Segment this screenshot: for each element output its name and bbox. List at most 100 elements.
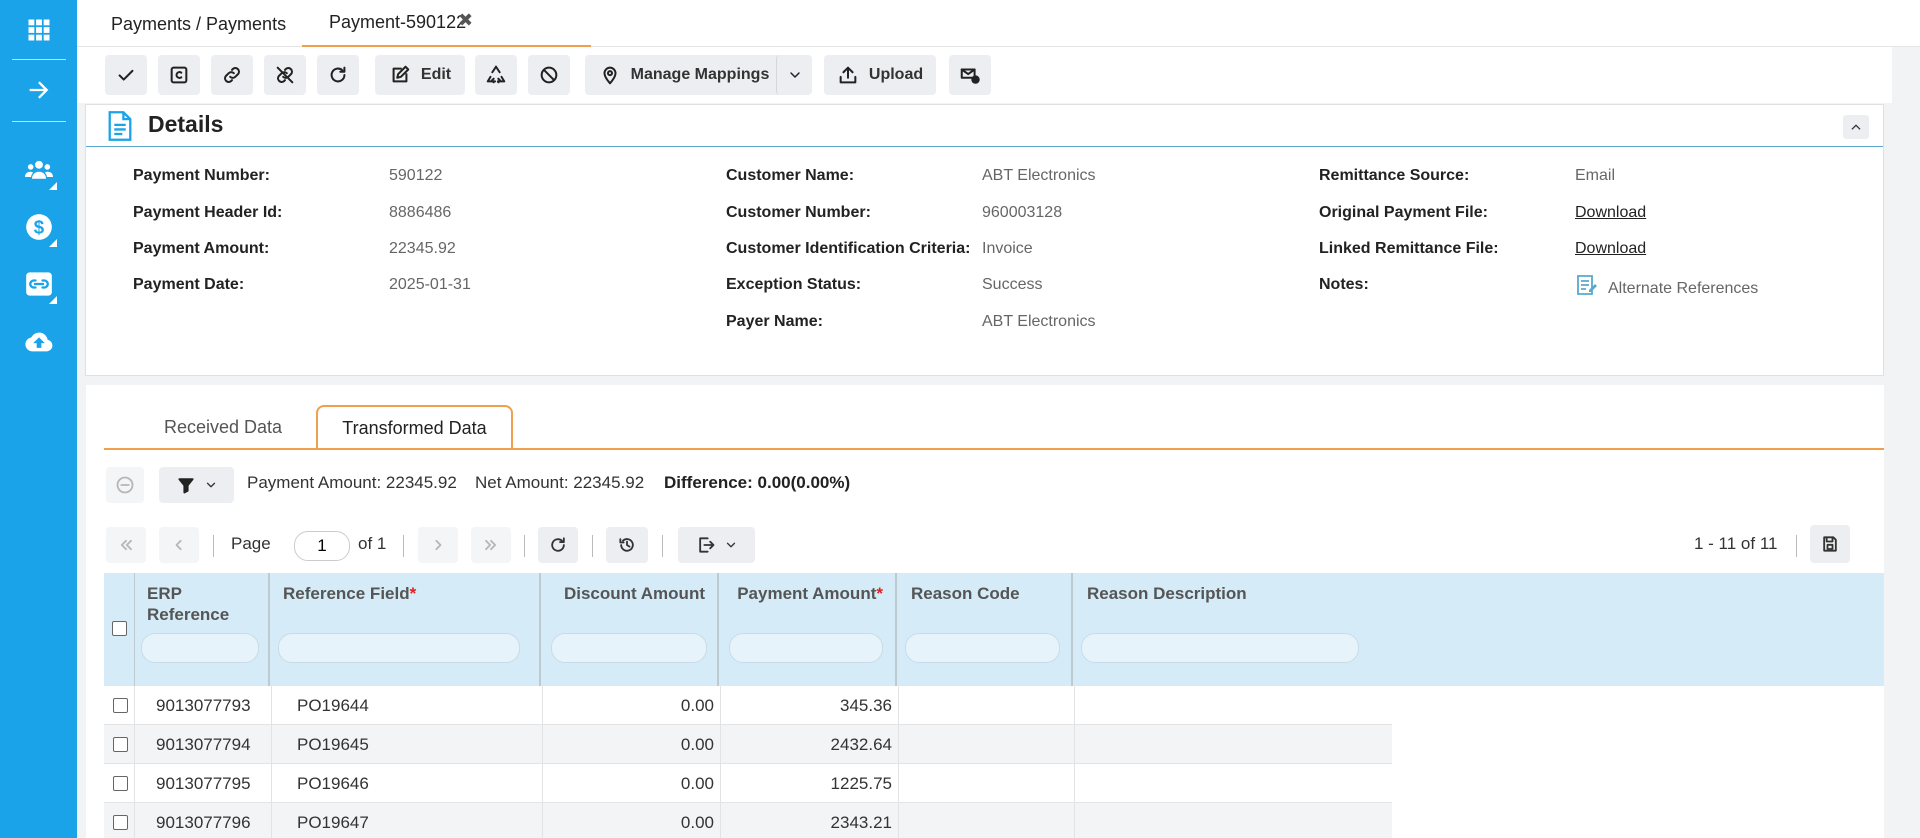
discount-amount-filter[interactable] bbox=[551, 633, 707, 663]
data-panel: Received Data Transformed Data Payment A… bbox=[86, 385, 1884, 838]
chevrons-right-icon bbox=[485, 539, 497, 551]
reference-field-filter[interactable] bbox=[278, 633, 520, 663]
mail-icon bbox=[960, 68, 980, 84]
notes-icon[interactable] bbox=[1575, 273, 1599, 297]
unlink-button[interactable] bbox=[264, 55, 306, 95]
column-payment-amount[interactable]: Payment Amount* bbox=[721, 573, 897, 686]
cell-divider bbox=[134, 686, 135, 725]
next-page-button[interactable] bbox=[418, 527, 458, 563]
last-page-button[interactable] bbox=[471, 527, 511, 563]
page-label: Page bbox=[231, 534, 271, 553]
row-checkbox[interactable] bbox=[113, 737, 128, 752]
edit-button[interactable]: Edit bbox=[375, 55, 465, 95]
link-button[interactable] bbox=[211, 55, 253, 95]
alternate-references-link[interactable]: Alternate References bbox=[1608, 280, 1759, 297]
manage-mappings-button[interactable]: Manage Mappings bbox=[585, 55, 783, 95]
discount-amount-cell: 0.00 bbox=[543, 803, 721, 838]
row-checkbox[interactable] bbox=[113, 815, 128, 830]
link-icon[interactable] bbox=[0, 256, 77, 312]
table-row[interactable]: 9013077796 PO19647 0.00 2343.21 bbox=[104, 803, 1392, 838]
tab-payment-590122[interactable]: Payment-590122 ✖ bbox=[302, 0, 591, 47]
payment-amount-filter[interactable] bbox=[729, 633, 883, 663]
customer-number-value: 960003128 bbox=[982, 204, 1063, 221]
table-row[interactable]: 9013077794 PO19645 0.00 2432.64 bbox=[104, 725, 1392, 764]
manage-mappings-label: Manage Mappings bbox=[630, 66, 770, 83]
column-reason-description[interactable]: Reason Description bbox=[1075, 573, 1884, 686]
pager-divider bbox=[1796, 535, 1797, 557]
refresh-grid-button[interactable] bbox=[538, 527, 578, 563]
cloud-upload-icon[interactable] bbox=[0, 314, 77, 370]
reference-field-cell: PO19646 bbox=[272, 764, 543, 803]
reason-description-filter[interactable] bbox=[1081, 633, 1359, 663]
submenu-indicator-icon bbox=[49, 182, 57, 190]
grid-header: ERP Reference Reference Field* Discount … bbox=[104, 573, 1884, 686]
reference-field-cell: PO19647 bbox=[272, 803, 543, 838]
export-button[interactable] bbox=[678, 527, 755, 563]
breadcrumb[interactable]: Payments / Payments bbox=[111, 14, 287, 34]
column-reason-code[interactable]: Reason Code bbox=[899, 573, 1073, 686]
collapse-button[interactable] bbox=[1843, 115, 1869, 139]
tab-underline bbox=[104, 448, 1884, 450]
dollar-icon[interactable]: $ bbox=[0, 199, 77, 255]
mail-button[interactable] bbox=[949, 55, 991, 95]
tab-transformed-data[interactable]: Transformed Data bbox=[316, 405, 513, 450]
table-row[interactable]: 9013077795 PO19646 0.00 1225.75 bbox=[104, 764, 1392, 803]
payment-amount-summary: Payment Amount: 22345.92 bbox=[247, 473, 457, 492]
save-layout-button[interactable] bbox=[1810, 525, 1850, 563]
tab-received-data[interactable]: Received Data bbox=[163, 417, 283, 437]
upload-icon bbox=[839, 66, 857, 84]
payment-amount-value: 22345.92 bbox=[389, 240, 456, 257]
table-row[interactable]: 9013077793 PO19644 0.00 345.36 bbox=[104, 686, 1392, 725]
arrow-right-icon[interactable] bbox=[0, 62, 77, 118]
page-number-input[interactable] bbox=[294, 531, 350, 561]
reference-field-cell: PO19644 bbox=[272, 686, 543, 725]
pager-divider bbox=[213, 535, 214, 557]
reason-code-filter[interactable] bbox=[905, 633, 1060, 663]
refresh-button[interactable] bbox=[317, 55, 359, 95]
recycle-button[interactable] bbox=[475, 55, 517, 95]
previous-page-button[interactable] bbox=[159, 527, 199, 563]
filter-button[interactable] bbox=[159, 467, 234, 503]
customer-name-label: Customer Name: bbox=[726, 167, 855, 184]
cell-divider bbox=[134, 725, 135, 764]
exception-status-label: Exception Status: bbox=[726, 276, 862, 293]
payment-amount-cell: 2343.21 bbox=[721, 803, 899, 838]
close-icon[interactable]: ✖ bbox=[458, 10, 474, 30]
column-reference-field[interactable]: Reference Field* bbox=[272, 573, 541, 686]
edit-button-label: Edit bbox=[420, 66, 452, 83]
copyright-button[interactable] bbox=[158, 55, 200, 95]
difference-summary: Difference: 0.00(0.00%) bbox=[664, 473, 851, 492]
apps-grid-icon[interactable] bbox=[0, 2, 77, 58]
chevron-up-icon bbox=[1851, 124, 1861, 130]
check-icon bbox=[118, 69, 134, 81]
row-checkbox[interactable] bbox=[113, 776, 128, 791]
row-checkbox[interactable] bbox=[113, 698, 128, 713]
column-divider bbox=[134, 573, 135, 686]
remove-filter-button[interactable] bbox=[106, 467, 144, 503]
refresh-icon bbox=[551, 537, 565, 552]
tab-bar: Payments / Payments Payment-590122 ✖ bbox=[77, 0, 1920, 47]
erp-reference-filter[interactable] bbox=[141, 633, 259, 663]
page-of-label: of 1 bbox=[358, 534, 387, 553]
users-icon[interactable] bbox=[0, 142, 77, 198]
details-header: Details bbox=[86, 105, 1883, 147]
column-erp-reference[interactable]: ERP Reference bbox=[135, 573, 270, 686]
payment-date-label: Payment Date: bbox=[133, 276, 245, 293]
reason-description-cell bbox=[1075, 764, 1392, 803]
manage-mappings-dropdown[interactable] bbox=[776, 55, 812, 95]
svg-text:$: $ bbox=[33, 216, 44, 237]
select-all-checkbox[interactable] bbox=[112, 621, 127, 636]
upload-button[interactable]: Upload bbox=[824, 55, 936, 95]
payment-header-id-value: 8886486 bbox=[389, 204, 452, 221]
pager-divider bbox=[592, 535, 593, 557]
history-button[interactable] bbox=[606, 527, 648, 563]
sidebar: $ bbox=[0, 0, 77, 838]
original-payment-file-download-link[interactable]: Download bbox=[1575, 204, 1647, 221]
column-discount-amount[interactable]: Discount Amount bbox=[543, 573, 719, 686]
approve-button[interactable] bbox=[105, 55, 147, 95]
block-button[interactable] bbox=[528, 55, 570, 95]
copyright-icon bbox=[170, 66, 188, 84]
column-title: Reason Description bbox=[1087, 583, 1247, 604]
linked-remittance-file-download-link[interactable]: Download bbox=[1575, 240, 1647, 257]
first-page-button[interactable] bbox=[106, 527, 146, 563]
